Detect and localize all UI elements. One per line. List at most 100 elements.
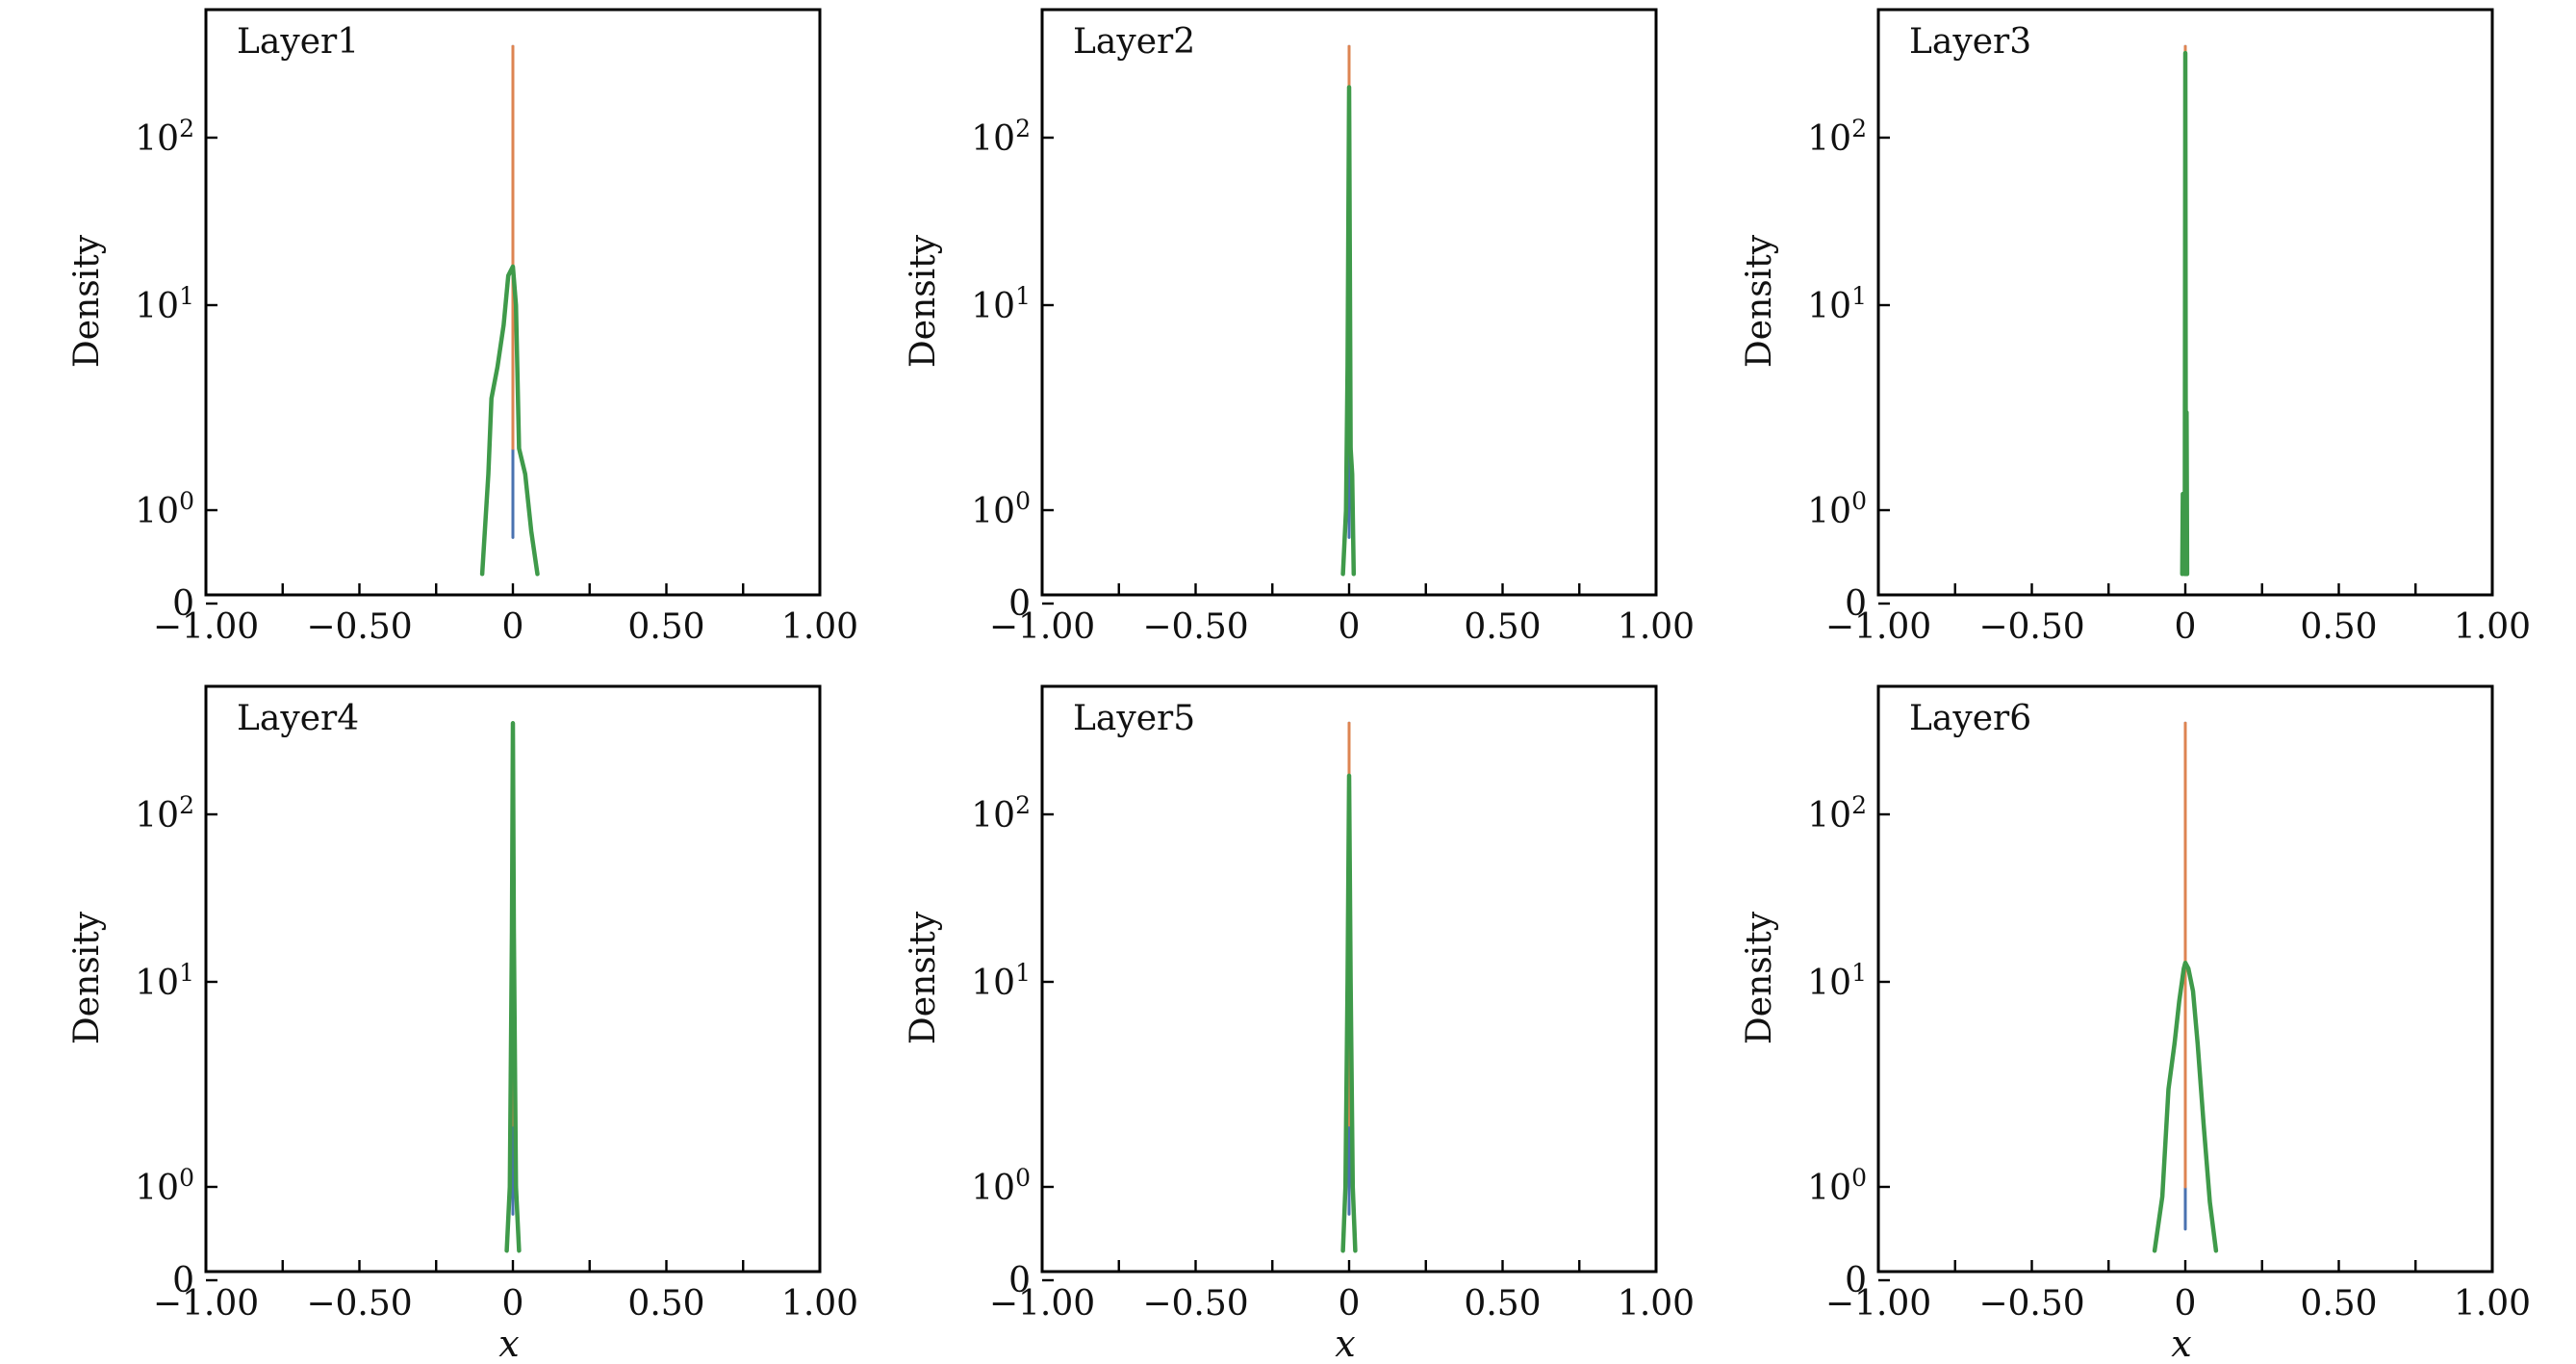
y-tick-label: 100 (135, 487, 194, 531)
series-line-3 (1340, 773, 1358, 1253)
series-line-3 (2180, 50, 2190, 577)
panel-title: Layer2 (1073, 22, 1195, 62)
series-group (2180, 44, 2190, 577)
y-tick-exponent: 0 (1851, 487, 1867, 515)
y-tick-label: 0 (172, 1261, 194, 1300)
y-tick-base: 10 (135, 964, 179, 1003)
y-tick-exponent: 1 (179, 959, 194, 987)
x-tick-label: −0.50 (1142, 607, 1248, 647)
y-tick-base: 10 (1807, 796, 1851, 836)
x-tick-label: 0.50 (1464, 1284, 1541, 1324)
y-tick-base: 10 (971, 1169, 1015, 1208)
y-tick-label: 101 (1807, 959, 1867, 1003)
x-tick-label: 0 (1339, 607, 1361, 647)
y-tick-exponent: 1 (1015, 959, 1031, 987)
x-tick-label: 0 (2175, 607, 2197, 647)
y-tick-base: 10 (135, 119, 179, 159)
y-tick-label: 100 (1807, 1164, 1867, 1208)
series-line-3 (479, 264, 540, 577)
x-tick-label: −1.00 (1825, 607, 1931, 647)
x-tick-label: 1.00 (2454, 1284, 2531, 1324)
x-tick-label: 0.50 (1464, 607, 1541, 647)
y-tick-base: 10 (1807, 1169, 1851, 1208)
y-axis-label: Density (904, 234, 943, 368)
y-tick-base: 10 (1807, 119, 1851, 159)
panel-title: Layer4 (237, 699, 359, 738)
y-tick-label: 100 (135, 1164, 194, 1208)
y-tick-label: 101 (1807, 282, 1867, 326)
y-tick-exponent: 2 (1851, 791, 1867, 819)
y-tick-label: 100 (1807, 487, 1867, 531)
y-tick-exponent: 1 (179, 282, 194, 310)
y-tick-label: 100 (971, 487, 1031, 531)
y-tick-exponent: 2 (179, 115, 194, 142)
y-tick-label: 101 (971, 959, 1031, 1003)
y-tick-label: 102 (971, 115, 1031, 159)
y-tick-label: 100 (971, 1164, 1031, 1208)
y-tick-label: 101 (135, 282, 194, 326)
y-tick-label: 102 (1807, 115, 1867, 159)
y-tick-label: 0 (1008, 584, 1031, 624)
y-tick-label: 101 (971, 282, 1031, 326)
x-tick-label: 1.00 (781, 1284, 858, 1324)
x-tick-label: 0 (502, 1284, 524, 1324)
x-tick-label: 1.00 (1618, 1284, 1695, 1324)
x-tick-label: −1.00 (989, 1284, 1095, 1324)
y-tick-exponent: 0 (179, 487, 194, 515)
x-tick-label: 1.00 (1618, 607, 1695, 647)
y-tick-base: 10 (971, 796, 1015, 836)
x-tick-label: 0.50 (2300, 1284, 2377, 1324)
panel-title: Layer5 (1073, 699, 1195, 738)
y-tick-base: 10 (1807, 287, 1851, 326)
y-tick-exponent: 1 (1851, 959, 1867, 987)
y-tick-base: 10 (1807, 492, 1851, 531)
series-group (1340, 721, 1358, 1253)
y-tick-exponent: 0 (1015, 1164, 1031, 1192)
y-tick-exponent: 0 (1851, 1164, 1867, 1192)
x-tick-label: 0.50 (2300, 607, 2377, 647)
y-tick-exponent: 2 (1015, 791, 1031, 819)
x-axis-label: x (498, 1323, 519, 1364)
y-axis-label: Density (1740, 911, 1779, 1044)
x-tick-label: −0.50 (1978, 1284, 2084, 1324)
x-tick-label: −0.50 (306, 1284, 412, 1324)
x-tick-label: 0 (502, 607, 524, 647)
y-tick-label: 102 (1807, 791, 1867, 836)
y-tick-label: 0 (1008, 1261, 1031, 1300)
y-tick-exponent: 2 (1015, 115, 1031, 142)
series-group (1340, 44, 1357, 577)
series-group (504, 721, 522, 1253)
y-tick-base: 10 (135, 796, 179, 836)
series-line-3 (504, 721, 522, 1253)
y-tick-label: 101 (135, 959, 194, 1003)
y-axis-label: Density (1740, 234, 1779, 368)
y-tick-label: 0 (1845, 584, 1867, 624)
series-line-3 (2152, 960, 2219, 1253)
y-tick-label: 102 (971, 791, 1031, 836)
y-tick-label: 0 (1845, 1261, 1867, 1300)
x-tick-label: −0.50 (1142, 1284, 1248, 1324)
y-tick-base: 10 (135, 287, 179, 326)
y-tick-base: 10 (135, 1169, 179, 1208)
panel-title: Layer6 (1909, 699, 2031, 738)
y-tick-exponent: 1 (1015, 282, 1031, 310)
x-tick-label: −0.50 (306, 607, 412, 647)
y-axis-label: Density (67, 234, 107, 368)
series-line-3 (1340, 85, 1357, 577)
x-tick-label: −1.00 (1825, 1284, 1931, 1324)
series-group (479, 44, 540, 577)
y-tick-label: 0 (172, 584, 194, 624)
x-tick-label: 0 (2175, 1284, 2197, 1324)
x-tick-label: −1.00 (153, 1284, 259, 1324)
y-tick-exponent: 2 (1851, 115, 1867, 142)
x-tick-label: −1.00 (989, 607, 1095, 647)
x-tick-label: 0 (1339, 1284, 1361, 1324)
y-axis-label: Density (904, 911, 943, 1044)
y-tick-label: 102 (135, 115, 194, 159)
x-axis-label: x (2171, 1323, 2191, 1364)
